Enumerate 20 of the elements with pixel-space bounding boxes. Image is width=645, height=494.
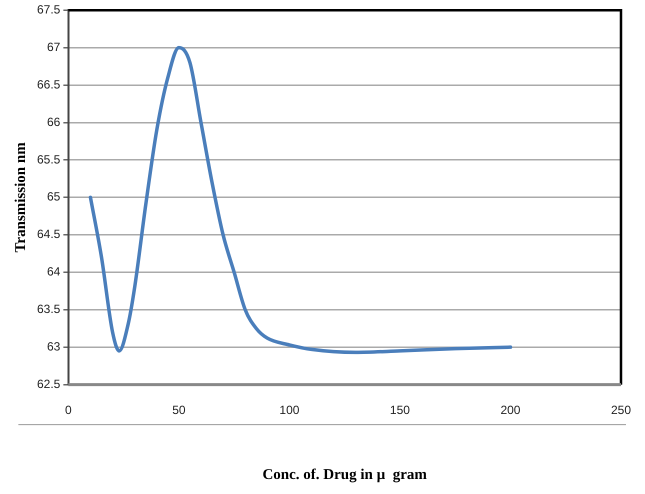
y-tick-label: 67.5 <box>36 2 61 17</box>
y-tick-label: 64.5 <box>36 227 61 242</box>
y-tick-label: 63.5 <box>36 302 61 316</box>
x-tick-label: 200 <box>500 403 521 418</box>
y-tick-label: 66 <box>46 114 61 129</box>
y-tick-label: 63 <box>46 339 61 354</box>
x-tick-label: 100 <box>279 403 300 418</box>
y-tick-label: 67 <box>46 40 61 54</box>
x-axis-title: Conc. of. Drug in µ gram <box>262 466 428 483</box>
line-series <box>88 46 512 354</box>
x-tick-label: 50 <box>172 403 186 418</box>
y-tick-label: 62.5 <box>36 376 61 391</box>
x-tick-label: 0 <box>65 403 72 418</box>
y-axis-title: Transmission nm <box>12 142 29 252</box>
y-tick-label: 66.5 <box>36 77 61 92</box>
y-tick-label: 65.5 <box>36 152 61 166</box>
y-tick-label: 65 <box>46 190 61 204</box>
y-tick-label: 64 <box>46 264 61 279</box>
x-tick-label: 150 <box>390 403 410 418</box>
x-tick-label: 250 <box>610 403 632 418</box>
